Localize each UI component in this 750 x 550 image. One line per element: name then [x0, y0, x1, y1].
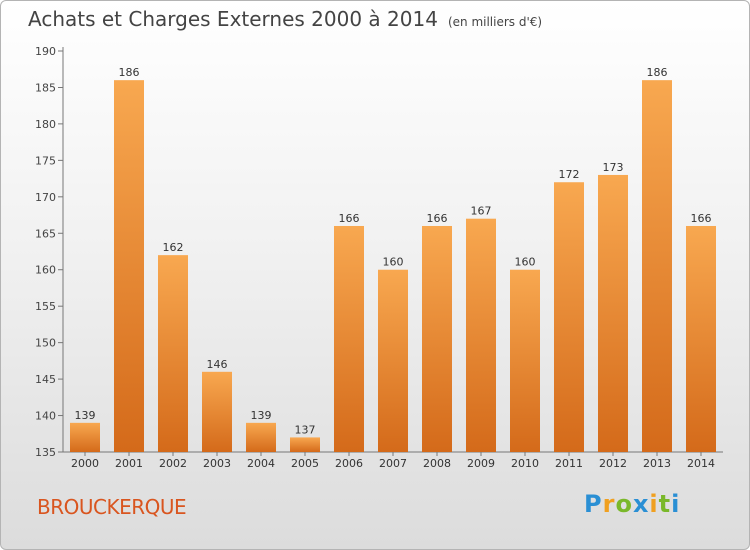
x-tick-label: 2002 — [159, 457, 187, 470]
bar — [422, 225, 452, 452]
bar — [598, 174, 628, 453]
y-tick-label: 165 — [35, 227, 56, 240]
y-tick-label: 155 — [35, 300, 56, 313]
x-tick-label: 2005 — [291, 457, 319, 470]
logo-letter: r — [602, 490, 616, 518]
bar — [378, 269, 408, 452]
x-tick-label: 2006 — [335, 457, 363, 470]
data-label: 139 — [75, 409, 96, 422]
x-tick-label: 2011 — [555, 457, 583, 470]
data-label: 160 — [515, 256, 536, 269]
chart-bars — [70, 80, 716, 453]
y-tick-label: 175 — [35, 154, 56, 167]
x-tick-label: 2014 — [687, 457, 715, 470]
bar — [114, 80, 144, 452]
logo-letter: t — [658, 490, 672, 518]
data-label: 166 — [427, 212, 448, 225]
data-label: 166 — [691, 212, 712, 225]
bar — [466, 218, 496, 452]
bar — [158, 255, 188, 452]
x-tick-label: 2003 — [203, 457, 231, 470]
bar — [70, 422, 100, 452]
y-tick-label: 185 — [35, 81, 56, 94]
x-tick-label: 2008 — [423, 457, 451, 470]
data-label: 173 — [603, 161, 624, 174]
bar — [642, 80, 672, 452]
bar — [246, 422, 276, 452]
y-tick-label: 180 — [35, 118, 56, 131]
data-label: 172 — [559, 168, 580, 181]
logo-letter: i — [671, 490, 681, 518]
bar — [554, 182, 584, 452]
x-tick-label: 2007 — [379, 457, 407, 470]
y-tick-label: 150 — [35, 337, 56, 350]
data-label: 186 — [647, 66, 668, 79]
y-tick-label: 160 — [35, 264, 56, 277]
logo-letter: P — [584, 490, 603, 518]
y-tick-label: 145 — [35, 373, 56, 386]
data-label: 162 — [163, 241, 184, 254]
x-tick-label: 2010 — [511, 457, 539, 470]
data-label: 139 — [251, 409, 272, 422]
logo-letter: o — [615, 490, 633, 518]
chart-title: Achats et Charges Externes 2000 à 2014 (e… — [28, 7, 542, 31]
bar — [334, 225, 364, 452]
y-tick-label: 190 — [35, 45, 56, 58]
x-tick-label: 2004 — [247, 457, 275, 470]
bar — [686, 225, 716, 452]
title-text: Achats et Charges Externes 2000 à 2014 — [28, 7, 438, 31]
x-tick-label: 2009 — [467, 457, 495, 470]
chart-subtitle: (en milliers d'€) — [447, 15, 543, 29]
data-label: 186 — [119, 66, 140, 79]
x-tick-label: 2013 — [643, 457, 671, 470]
proxiti-logo: Proxiti — [584, 490, 680, 518]
bar — [202, 371, 232, 452]
x-tick-label: 2000 — [71, 457, 99, 470]
y-tick-label: 140 — [35, 410, 56, 423]
y-tick-label: 135 — [35, 446, 56, 459]
bar — [290, 437, 320, 452]
data-label: 146 — [207, 358, 228, 371]
chart-data-labels: 139 186 162 146 139 137 166 160 166 167 160 172 173 1… — [75, 66, 712, 436]
data-label: 166 — [339, 212, 360, 225]
data-label: 137 — [295, 423, 316, 436]
data-label: 167 — [471, 205, 492, 218]
chart-axes: 135 140 145 150 155 160 165 170 175 180 185 190 2000… — [35, 45, 723, 470]
commune-name: BROUCKERQUE — [37, 495, 187, 519]
data-label: 160 — [383, 256, 404, 269]
x-tick-label: 2001 — [115, 457, 143, 470]
bar — [510, 269, 540, 452]
x-tick-label: 2012 — [599, 457, 627, 470]
y-tick-label: 170 — [35, 191, 56, 204]
logo-letter: i — [649, 490, 659, 518]
logo-letter: x — [632, 490, 650, 518]
